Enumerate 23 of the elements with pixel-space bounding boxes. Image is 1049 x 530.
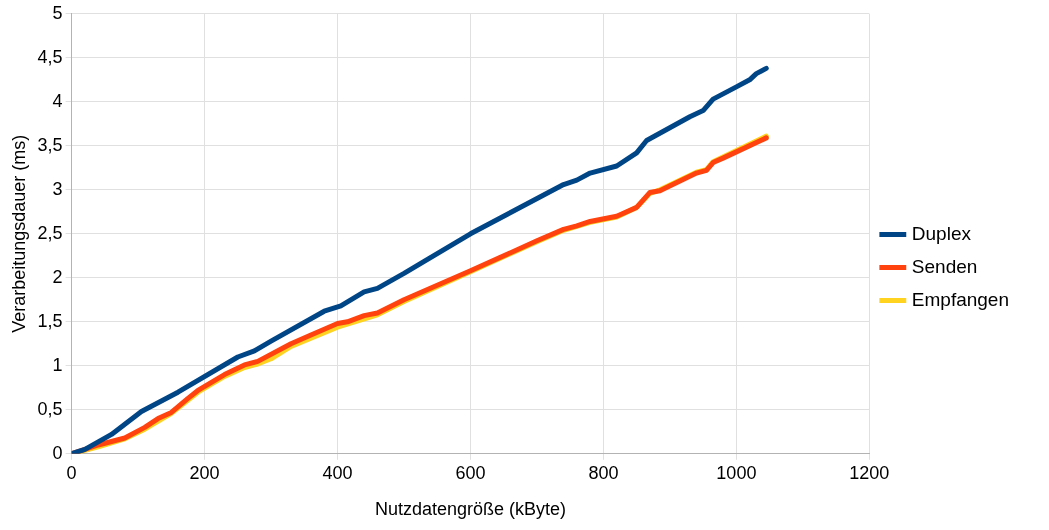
y-tick-label: 0	[52, 442, 63, 463]
y-tick-label: 5	[52, 2, 63, 23]
x-tick-label: 0	[66, 462, 77, 483]
y-axis-title: Verarbeitungsdauer (ms)	[8, 134, 29, 333]
legend-label: Senden	[911, 255, 978, 277]
y-tick-label: 4	[52, 90, 63, 111]
x-axis-title: Nutzdatengröße (kByte)	[374, 499, 567, 520]
x-tick-label: 200	[189, 462, 220, 483]
legend-label: Duplex	[911, 222, 972, 244]
x-tick-label: 1000	[716, 462, 757, 483]
y-tick-label: 2	[52, 266, 63, 287]
legend-label: Empfangen	[911, 288, 1010, 310]
x-tick-label: 1200	[849, 462, 890, 483]
y-tick-label: 0,5	[37, 398, 63, 419]
y-tick-label: 4,5	[37, 46, 63, 67]
y-tick-label: 2,5	[37, 222, 63, 243]
y-tick-label: 1	[52, 354, 63, 375]
y-tick-label: 3	[52, 178, 63, 199]
x-tick-label: 600	[455, 462, 486, 483]
y-tick-label: 1,5	[37, 310, 63, 331]
y-tick-label: 3,5	[37, 134, 63, 155]
x-tick-label: 400	[322, 462, 353, 483]
x-tick-label: 800	[588, 462, 619, 483]
